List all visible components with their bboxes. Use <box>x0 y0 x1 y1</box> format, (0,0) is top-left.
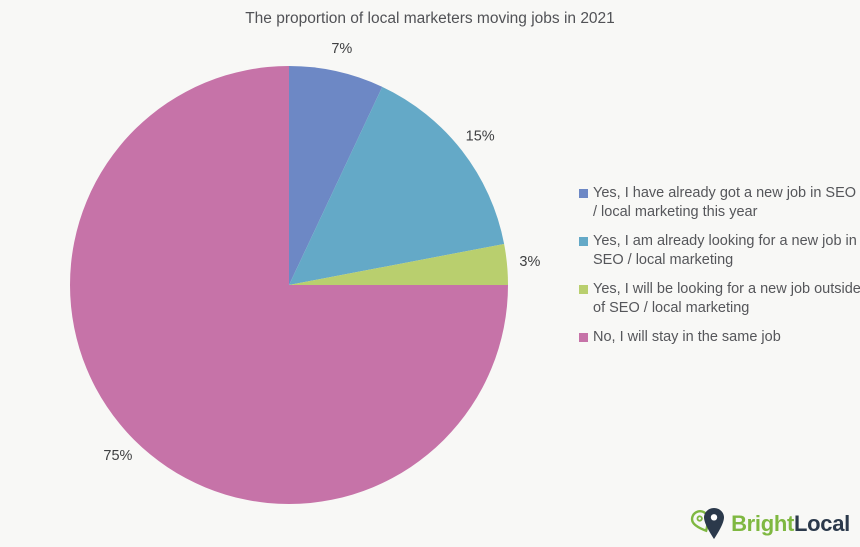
slice-value-label: 7% <box>331 41 352 57</box>
legend-label: Yes, I am already looking for a new job … <box>593 233 857 268</box>
legend-item: Yes, I have already got a new job in SEO… <box>579 184 860 222</box>
pie-slice-3 <box>289 243 508 285</box>
legend-marker <box>579 237 588 246</box>
legend-label: Yes, I have already got a new job in SEO… <box>593 185 857 220</box>
pie-slice-4 <box>70 66 508 504</box>
slice-value-label: 3% <box>519 254 540 270</box>
legend-item: Yes, I am already looking for a new job … <box>579 232 860 270</box>
legend-item: No, I will stay in the same job <box>579 328 860 347</box>
pie-slice-2 <box>289 86 505 285</box>
legend-marker <box>579 285 588 294</box>
slice-value-label: 15% <box>466 129 495 145</box>
logo-text-local: Local <box>794 511 850 536</box>
legend-marker <box>579 333 588 342</box>
logo-text-bright: Bright <box>731 511 795 536</box>
chart-legend: Yes, I have already got a new job in SEO… <box>579 184 860 357</box>
brightlocal-logo: Bright Local <box>690 507 850 541</box>
legend-label: No, I will stay in the same job <box>593 329 781 345</box>
map-pin-icon <box>690 508 725 539</box>
slice-value-label: 75% <box>103 448 132 464</box>
chart-title: The proportion of local marketers moving… <box>245 10 615 27</box>
legend-item: Yes, I will be looking for a new job out… <box>579 280 860 318</box>
legend-marker <box>579 189 588 198</box>
pie-slice-1 <box>289 66 383 285</box>
legend-label: Yes, I will be looking for a new job out… <box>593 281 860 316</box>
